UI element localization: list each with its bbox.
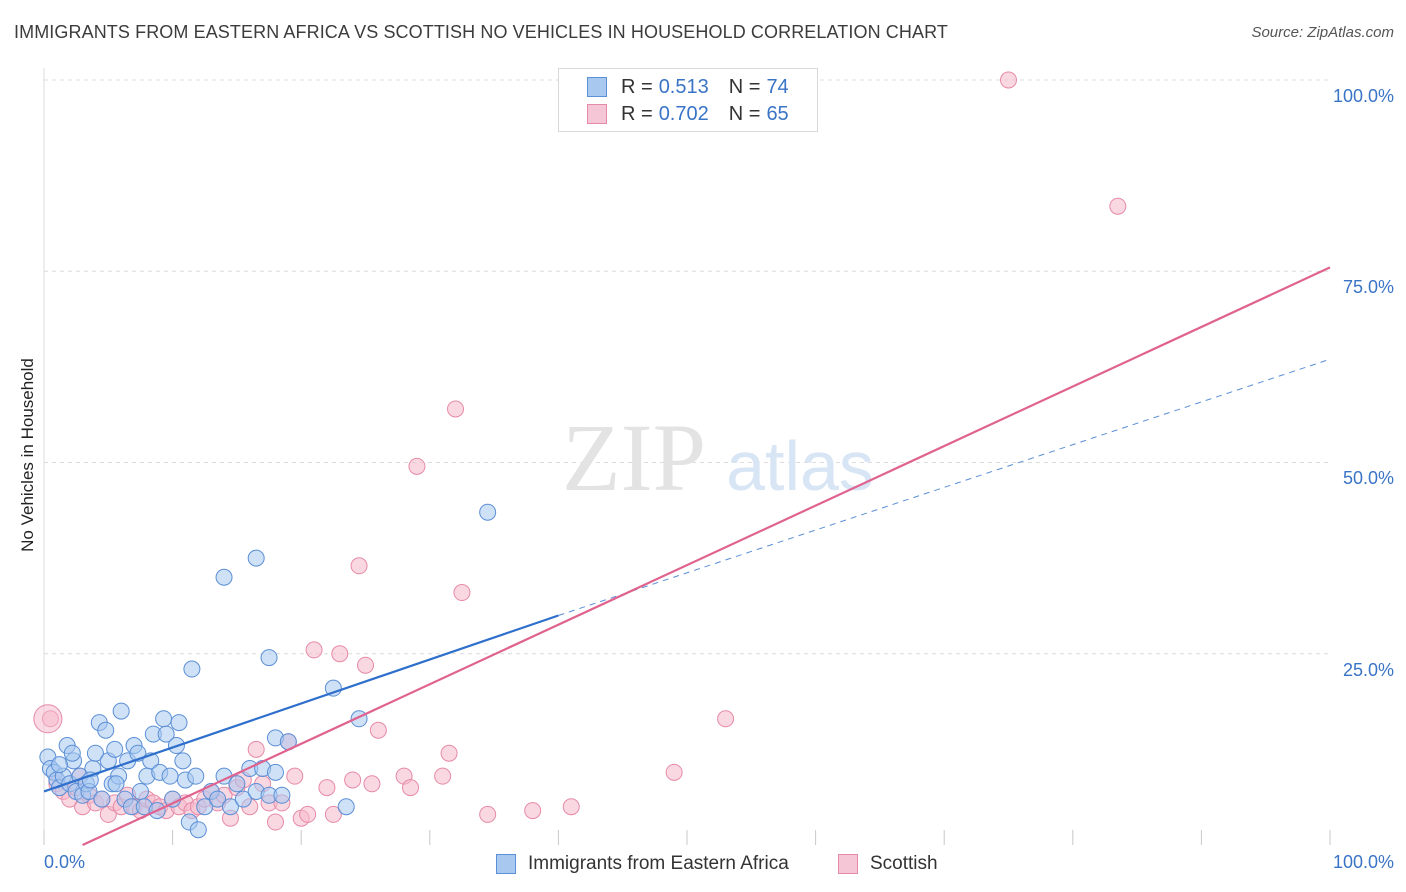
data-point (273, 786, 291, 804)
data-point (155, 710, 173, 728)
data-point (305, 641, 323, 659)
bottom-legend-swatch-pink (838, 854, 858, 874)
y-tick-100: 100.0% (1332, 86, 1394, 106)
data-point (86, 744, 104, 762)
legend-n-label: N = (728, 102, 761, 125)
chart-title: IMMIGRANTS FROM EASTERN AFRICA VS SCOTTI… (14, 22, 948, 42)
legend-row-eastern-africa: R = 0.513 N = 74 (587, 75, 789, 99)
data-point (107, 775, 125, 793)
trend-lines (43, 266, 1331, 846)
data-point (63, 744, 81, 762)
data-point (479, 503, 497, 521)
legend-r-value: 0.702 (658, 102, 709, 125)
data-point (717, 710, 735, 728)
trend-line-eastern-africa-extension (558, 358, 1331, 616)
trend-line-scottish (82, 266, 1331, 846)
legend-n-value: 65 (766, 102, 789, 125)
data-point (93, 790, 111, 808)
data-point (189, 821, 207, 839)
bottom-legend-swatch-blue (496, 854, 516, 874)
data-point (161, 767, 179, 785)
bottom-legend-label: Immigrants from Eastern Africa (528, 853, 789, 874)
data-point (453, 584, 471, 602)
data-point (247, 740, 265, 758)
data-point (260, 649, 278, 667)
data-point (183, 660, 201, 678)
data-point (106, 740, 124, 758)
data-point (215, 568, 233, 586)
data-point (164, 790, 182, 808)
data-point (344, 771, 362, 789)
correlation-legend: R = 0.513 N = 74 R = 0.702 N = 65 (558, 68, 818, 132)
data-point (286, 767, 304, 785)
data-point (97, 721, 115, 739)
y-tick-75: 75.0% (1342, 277, 1394, 297)
eastern-africa-points (39, 503, 497, 839)
data-point (524, 802, 542, 820)
data-point (363, 775, 381, 793)
data-point (665, 763, 683, 781)
data-point (562, 798, 580, 816)
chart-source: Source: ZipAtlas.com (1251, 24, 1394, 41)
data-point (157, 725, 175, 743)
x-tick-100: 100.0% (1332, 852, 1394, 872)
bottom-legend-eastern-africa: Immigrants from Eastern Africa (496, 852, 789, 876)
data-point (247, 549, 265, 567)
data-point (170, 714, 188, 732)
watermark-zip: ZIP (562, 404, 706, 511)
x-tick-0: 0.0% (44, 852, 86, 872)
legend-row-scottish: R = 0.702 N = 65 (587, 102, 789, 126)
y-tick-50: 50.0% (1342, 468, 1394, 488)
data-point (209, 790, 227, 808)
data-point (228, 775, 246, 793)
data-point (479, 805, 497, 823)
legend-n-value: 74 (766, 75, 789, 98)
bottom-legend-scottish: Scottish (838, 852, 938, 876)
data-point (33, 704, 63, 734)
legend-r-label: R = (621, 75, 653, 98)
legend-r-label: R = (621, 102, 653, 125)
bottom-legend-label: Scottish (870, 853, 938, 874)
watermark: ZIP atlas (562, 404, 874, 511)
data-point (369, 721, 387, 739)
legend-swatch-pink (587, 104, 607, 124)
data-point (266, 763, 284, 781)
data-point (331, 645, 349, 663)
y-tick-25: 25.0% (1342, 660, 1394, 680)
legend-n-label: N = (728, 75, 761, 98)
data-point (131, 782, 149, 800)
data-point (350, 557, 368, 575)
data-point (196, 798, 214, 816)
data-point (299, 805, 317, 823)
data-point (187, 767, 205, 785)
data-point (440, 744, 458, 762)
data-point (434, 767, 452, 785)
legend-swatch-blue (587, 77, 607, 97)
data-point (221, 798, 239, 816)
data-point (234, 790, 252, 808)
data-point (174, 752, 192, 770)
data-point (1000, 71, 1017, 89)
data-point (324, 805, 342, 823)
data-point (266, 813, 284, 831)
trend-line-eastern-africa (43, 614, 559, 793)
data-point (318, 779, 336, 797)
data-point (50, 756, 68, 774)
data-point (408, 457, 426, 475)
data-point (1109, 197, 1127, 215)
data-point (337, 798, 355, 816)
data-point (447, 400, 465, 418)
legend-r-value: 0.513 (658, 75, 709, 98)
data-point (112, 702, 130, 720)
data-point (402, 779, 420, 797)
data-point (357, 656, 374, 674)
watermark-atlas: atlas (726, 427, 874, 505)
